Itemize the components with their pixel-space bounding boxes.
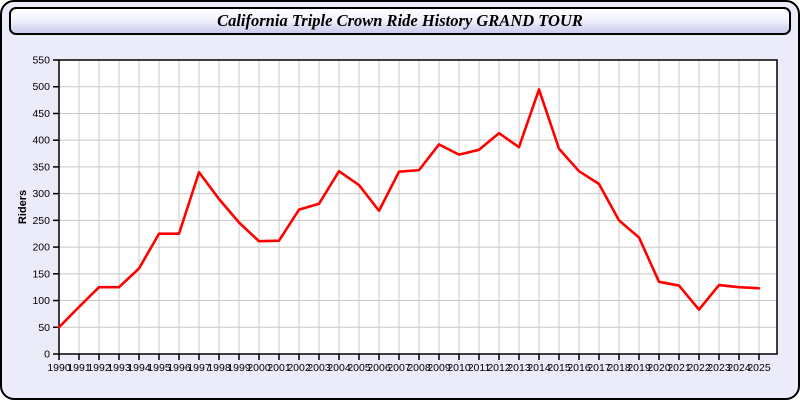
x-tick-label: 1999: [227, 362, 251, 374]
x-tick-label: 2002: [287, 362, 311, 374]
x-tick-label: 2018: [607, 362, 631, 374]
x-tick-label: 2023: [707, 362, 731, 374]
x-tick-label: 1994: [127, 362, 151, 374]
x-tick-label: 2017: [587, 362, 611, 374]
y-tick-label: 400: [32, 135, 50, 147]
x-tick-label: 2008: [407, 362, 431, 374]
x-tick-label: 2005: [347, 362, 371, 374]
x-tick-label: 2015: [547, 362, 571, 374]
x-tick-label: 1995: [147, 362, 171, 374]
x-tick-label: 2022: [687, 362, 711, 374]
x-tick-label: 1993: [107, 362, 131, 374]
x-tick-label: 2016: [567, 362, 591, 374]
title-bar: California Triple Crown Ride History GRA…: [9, 7, 791, 35]
y-tick-label: 500: [32, 81, 50, 93]
x-axis-ticks: 1990199119921993199419951996199719981999…: [47, 354, 771, 374]
y-tick-label: 150: [32, 268, 50, 280]
y-tick-label: 250: [32, 215, 50, 227]
y-tick-label: 300: [32, 188, 50, 200]
x-tick-label: 1997: [187, 362, 211, 374]
x-tick-label: 2013: [507, 362, 531, 374]
x-tick-label: 2014: [527, 362, 551, 374]
plot-area: [59, 60, 777, 354]
x-tick-label: 2000: [247, 362, 271, 374]
y-tick-label: 200: [32, 242, 50, 254]
x-tick-label: 1996: [167, 362, 191, 374]
x-tick-label: 2011: [468, 362, 491, 374]
x-tick-label: 2021: [667, 362, 691, 374]
x-tick-label: 2007: [387, 362, 411, 374]
ride-history-line: [57, 88, 761, 329]
x-tick-label: 2004: [327, 362, 351, 374]
y-tick-label: 0: [44, 349, 50, 361]
y-tick-label: 550: [32, 55, 50, 67]
x-tick-label: 1990: [47, 362, 71, 374]
x-tick-label: 2009: [427, 362, 451, 374]
y-tick-label: 100: [32, 295, 50, 307]
x-tick-label: 1998: [207, 362, 231, 374]
x-tick-label: 2019: [627, 362, 651, 374]
page-title: California Triple Crown Ride History GRA…: [217, 11, 583, 30]
x-tick-label: 1991: [67, 362, 91, 374]
plot-border: [58, 59, 778, 355]
x-tick-label: 2024: [727, 362, 751, 374]
y-tick-label: 50: [38, 322, 50, 334]
x-tick-label: 2006: [367, 362, 391, 374]
x-tick-label: 2003: [307, 362, 331, 374]
x-tick-label: 2001: [267, 362, 291, 374]
y-axis-label: Riders: [17, 190, 29, 224]
x-tick-label: 2020: [647, 362, 671, 374]
y-axis-ticks: 0 50 100 150 200 250 300 350 400 450 500 550: [32, 55, 59, 361]
x-tick-label: 2025: [747, 362, 771, 374]
x-tick-label: 2012: [487, 362, 511, 374]
y-tick-label: 350: [32, 161, 50, 173]
x-tick-label: 2010: [447, 362, 471, 374]
x-tick-label: 1992: [87, 362, 111, 374]
y-tick-label: 450: [32, 108, 50, 120]
